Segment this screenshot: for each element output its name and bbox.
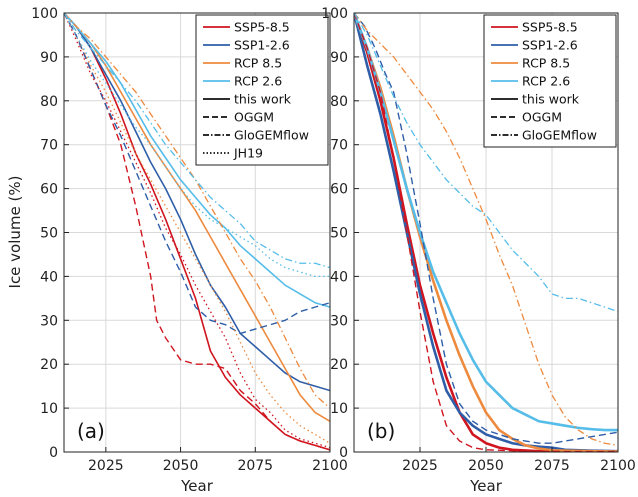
x-axis-label-b: Year: [469, 477, 503, 495]
y-tick-label: 50: [330, 226, 348, 242]
y-tick-label: 40: [40, 269, 58, 285]
x-tick-label: 2050: [468, 458, 504, 474]
y-axis-label: Ice volume (%): [6, 176, 24, 289]
x-tick-label: 2100: [312, 458, 348, 474]
y-tick-label: 20: [330, 357, 348, 373]
series-group: [354, 13, 618, 452]
legend-label: GloGEMflow: [234, 128, 309, 143]
y-tick-label: 100: [31, 6, 58, 22]
series-line-rcp26-thiswork: [354, 13, 618, 432]
series-line-ssp126-thiswork: [64, 13, 330, 392]
panel-label: (b): [367, 419, 395, 443]
legend-label: RCP 2.6: [522, 74, 570, 89]
x-tick-label: 2075: [534, 458, 570, 474]
y-tick-label: 30: [40, 313, 58, 329]
x-tick-label: 2075: [237, 458, 273, 474]
y-tick-label: 80: [330, 94, 348, 110]
series-line-ssp585-jh19: [64, 13, 330, 449]
series-line-rcp26-thiswork: [64, 13, 330, 308]
series-line-ssp585-thiswork: [64, 13, 330, 451]
y-tick-label: 70: [330, 138, 348, 154]
y-tick-label: 10: [40, 401, 58, 417]
panel-b: 2025 2050 2075 2100 0 10 20 30 40 50 60 70 80 90 100 (b…: [321, 6, 636, 474]
y-tick-label: 60: [330, 182, 348, 198]
x-tick-label: 2100: [600, 458, 636, 474]
y-tick-label: 80: [40, 94, 58, 110]
y-tick-label: 10: [330, 401, 348, 417]
y-tick-label: 70: [40, 138, 58, 154]
series-line-ssp585-oggm: [64, 13, 330, 451]
y-tick-label: 90: [330, 50, 348, 66]
panel-label: (a): [77, 419, 105, 443]
legend-label: RCP 8.5: [234, 56, 282, 71]
y-tick-label: 30: [330, 313, 348, 329]
legend-label: SSP1-2.6: [522, 38, 578, 53]
y-tick-label: 0: [49, 445, 58, 461]
x-axis-label-a: Year: [180, 477, 214, 495]
series-line-rcp26-jh19: [64, 13, 330, 278]
legend-label: RCP 2.6: [234, 74, 282, 89]
series-line-ssp126-oggm: [354, 13, 618, 444]
series-line-rcp85-glogemflow: [64, 13, 330, 409]
legend-label: OGGM: [522, 110, 562, 125]
legend-label: SSP1-2.6: [234, 38, 290, 53]
y-tick-label: 100: [321, 6, 348, 22]
legend-label: this work: [234, 92, 292, 107]
x-tick-label: 2025: [402, 458, 438, 474]
y-tick-label: 0: [339, 445, 348, 461]
legend-label: JH19: [233, 146, 263, 161]
legend-label: OGGM: [234, 110, 274, 125]
x-tick-label: 2050: [163, 458, 199, 474]
panel-a: 2025 2050 2075 21000102030405060708090100(a…: [31, 6, 348, 474]
y-tick-label: 90: [40, 50, 58, 66]
legend-label: GloGEMflow: [522, 128, 597, 143]
legend: [195, 14, 329, 166]
series-line-rcp26-glogemflow: [354, 13, 618, 313]
series-line-rcp85-thiswork: [64, 13, 330, 422]
series-line-rcp85-glogemflow: [354, 13, 618, 447]
legend-label: this work: [522, 92, 580, 107]
legend-label: RCP 8.5: [522, 56, 570, 71]
series-line-ssp585-oggm: [354, 13, 618, 452]
y-tick-label: 40: [330, 269, 348, 285]
y-tick-label: 50: [40, 226, 58, 242]
legend-label: SSP5-8.5: [234, 20, 290, 35]
y-tick-label: 20: [40, 357, 58, 373]
x-tick-label: 2025: [88, 458, 124, 474]
series-line-ssp126-oggm: [64, 13, 330, 335]
series-group: [64, 13, 330, 451]
legend-label: SSP5-8.5: [522, 20, 578, 35]
y-tick-label: 60: [40, 182, 58, 198]
